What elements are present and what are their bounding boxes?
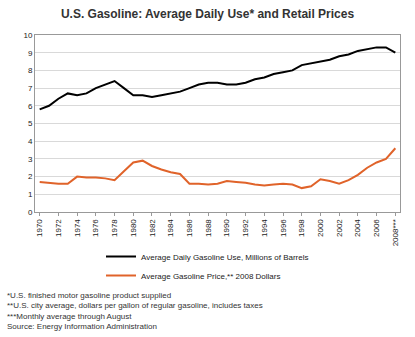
- svg-text:1970: 1970: [35, 219, 44, 237]
- svg-text:2008***: 2008***: [391, 219, 400, 246]
- svg-text:1974: 1974: [73, 219, 82, 237]
- svg-text:1990: 1990: [222, 219, 231, 237]
- svg-text:2006: 2006: [372, 219, 381, 237]
- svg-text:1988: 1988: [204, 219, 213, 237]
- svg-text:5: 5: [28, 119, 33, 128]
- svg-text:0: 0: [28, 208, 33, 217]
- svg-text:1982: 1982: [148, 219, 157, 237]
- svg-text:Average Daily Gasoline Use, Mi: Average Daily Gasoline Use, Millions of …: [141, 253, 308, 262]
- svg-text:Average Gasoline Price,** 2008: Average Gasoline Price,** 2008 Dollars: [141, 272, 280, 281]
- svg-text:9: 9: [28, 49, 33, 58]
- svg-text:2004: 2004: [353, 219, 362, 237]
- svg-text:1992: 1992: [241, 219, 250, 237]
- svg-text:1998: 1998: [297, 219, 306, 237]
- svg-text:3: 3: [28, 155, 33, 164]
- svg-text:1980: 1980: [129, 219, 138, 237]
- svg-text:2002: 2002: [335, 219, 344, 237]
- svg-text:1994: 1994: [260, 219, 269, 237]
- svg-text:2: 2: [28, 172, 33, 181]
- svg-text:6: 6: [28, 102, 33, 111]
- svg-text:1: 1: [28, 190, 33, 199]
- svg-text:1976: 1976: [91, 219, 100, 237]
- svg-text:8: 8: [28, 66, 33, 75]
- svg-text:2000: 2000: [316, 219, 325, 237]
- svg-text:1996: 1996: [279, 219, 288, 237]
- svg-text:4: 4: [28, 137, 33, 146]
- svg-text:1978: 1978: [110, 219, 119, 237]
- svg-text:1972: 1972: [54, 219, 63, 237]
- svg-text:U.S. Gasoline: Average Daily U: U.S. Gasoline: Average Daily Use* and Re…: [61, 7, 355, 21]
- svg-text:10: 10: [23, 31, 32, 40]
- svg-text:1986: 1986: [185, 219, 194, 237]
- svg-text:7: 7: [28, 84, 33, 93]
- svg-text:1984: 1984: [166, 219, 175, 237]
- svg-text:*U.S. finished motor gasoline: *U.S. finished motor gasoline product su…: [7, 291, 263, 331]
